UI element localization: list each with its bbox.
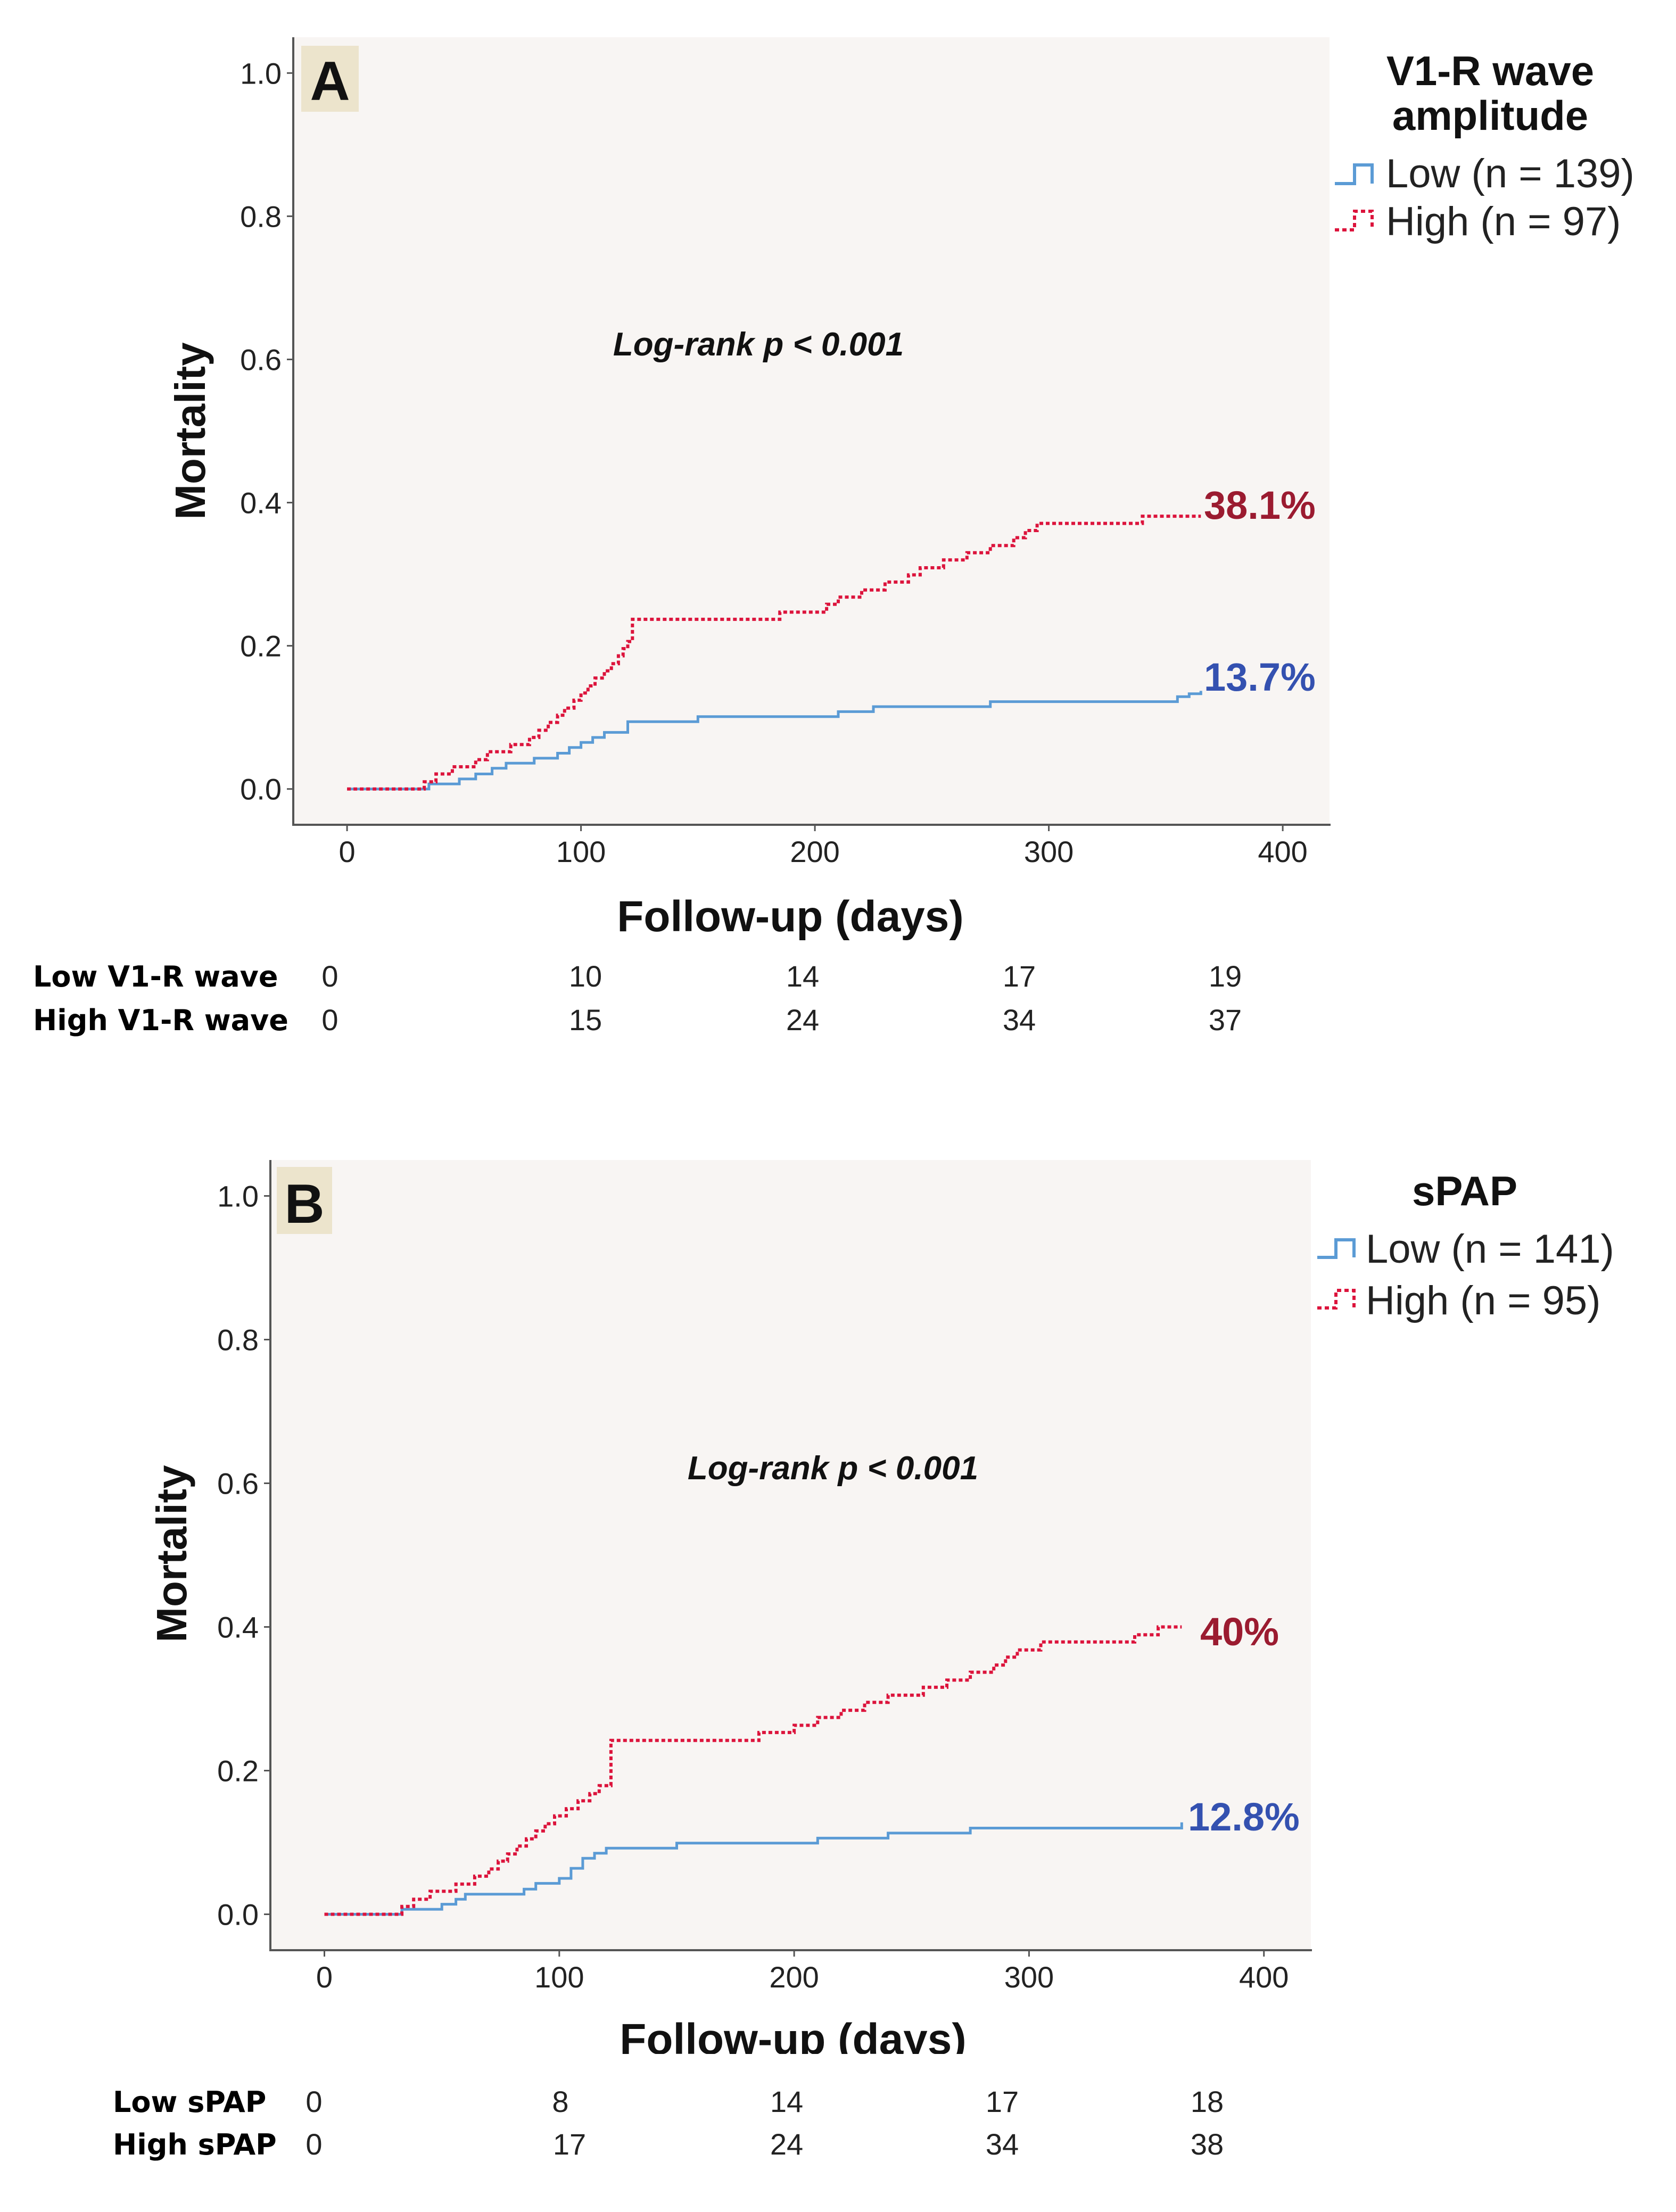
log-rank-annotation: Log-rank p < 0.001 xyxy=(688,1450,978,1487)
series-line-low xyxy=(324,1822,1183,1916)
risk-value: 38 xyxy=(1191,2127,1224,2161)
x-ticks: 0 100 200 300 400 xyxy=(316,1950,1289,1994)
panel-label: B xyxy=(284,1173,324,1235)
y-tick-label: 0.0 xyxy=(217,1898,259,1932)
x-tick-label: 0 xyxy=(339,835,356,868)
y-tick-label: 0.8 xyxy=(240,200,282,233)
risk-value: 15 xyxy=(569,1003,602,1037)
risk-row-low: 0 10 14 17 19 xyxy=(321,959,1242,993)
x-tick-label: 400 xyxy=(1239,1960,1289,1994)
x-tick-label: 400 xyxy=(1258,835,1307,868)
log-rank-annotation: Log-rank p < 0.001 xyxy=(613,326,904,363)
y-tick-label: 0.4 xyxy=(240,486,282,520)
risk-row-label: Low sPAP xyxy=(113,2085,266,2119)
panel-a: 0.0 0.2 0.4 0.6 0.8 1.0 0 100 200 300 400 A Log-r… xyxy=(167,37,1634,941)
series-lines xyxy=(324,1625,1183,1916)
risk-value: 0 xyxy=(321,1003,338,1037)
risk-value: 14 xyxy=(770,2085,803,2118)
y-tick-label: 0.2 xyxy=(217,1754,259,1788)
risk-row-high: 0 15 24 34 37 xyxy=(321,1003,1242,1037)
y-axis-label: Mortality xyxy=(148,1465,195,1643)
legend-title: V1-R wave amplitude xyxy=(1386,47,1594,139)
risk-value: 37 xyxy=(1209,1003,1242,1037)
y-tick-label: 0.4 xyxy=(217,1611,259,1644)
legend-swatch-low xyxy=(1317,1238,1356,1259)
plot-background xyxy=(293,37,1330,825)
legend-title: sPAP xyxy=(1412,1167,1517,1214)
panel-label-bg xyxy=(301,46,359,112)
panel-label: A xyxy=(310,51,350,112)
series-lines xyxy=(347,515,1202,791)
end-label-low: 13.7% xyxy=(1204,655,1316,699)
series-line-high xyxy=(324,1625,1182,1916)
end-label-high: 40% xyxy=(1200,1610,1279,1654)
risk-value: 34 xyxy=(1003,1003,1036,1037)
legend-entry-low: Low (n = 141) xyxy=(1366,1227,1614,1272)
risk-value: 18 xyxy=(1191,2085,1224,2118)
x-axis-label: Follow-up (days) xyxy=(617,892,963,941)
x-tick-label: 100 xyxy=(534,1960,584,1994)
end-label-high: 38.1% xyxy=(1204,483,1316,527)
x-tick-label: 300 xyxy=(1004,1960,1054,1994)
panel-label-bg xyxy=(277,1167,332,1234)
series-line-low xyxy=(347,691,1202,791)
y-tick-label: 1.0 xyxy=(240,56,282,90)
risk-value: 17 xyxy=(1003,959,1036,993)
y-ticks: 0.0 0.2 0.4 0.6 0.8 1.0 xyxy=(217,1180,270,1932)
risk-value: 17 xyxy=(986,2085,1019,2118)
series-line-high xyxy=(347,515,1201,791)
risk-value: 0 xyxy=(306,2127,322,2161)
x-tick-label: 0 xyxy=(316,1960,333,1994)
legend-swatch-high xyxy=(1317,1289,1356,1310)
plot-background xyxy=(270,1160,1311,1950)
legend-entry-high: High (n = 97) xyxy=(1386,199,1621,244)
x-tick-label: 300 xyxy=(1024,835,1074,868)
risk-row-label: Low V1-R wave xyxy=(33,960,278,993)
risk-value: 19 xyxy=(1209,959,1242,993)
risk-value: 10 xyxy=(569,959,602,993)
legend-swatch-high xyxy=(1335,210,1374,231)
risk-row-high: 0 17 24 34 38 xyxy=(306,2127,1224,2161)
legend-entry-low: Low (n = 139) xyxy=(1386,151,1634,196)
y-tick-label: 0.6 xyxy=(240,343,282,376)
x-axis-label: Follow-up (days) xyxy=(620,2015,966,2054)
risk-value: 24 xyxy=(786,1003,819,1037)
x-tick-label: 200 xyxy=(769,1960,819,1994)
legend: sPAP Low (n = 141) High (n = 95) xyxy=(1317,1167,1614,1323)
y-tick-label: 0.8 xyxy=(217,1323,259,1357)
risk-row-low: 0 8 14 17 18 xyxy=(306,2085,1224,2118)
risk-table-a: Low V1-R wave High V1-R wave 0 10 14 17 … xyxy=(33,959,1242,1037)
risk-value: 0 xyxy=(306,2085,322,2118)
risk-value: 8 xyxy=(552,2085,568,2118)
x-tick-label: 200 xyxy=(790,835,839,868)
risk-table-b: Low sPAP High sPAP 0 8 14 17 18 0 17 24 … xyxy=(113,2085,1224,2161)
risk-row-label: High V1-R wave xyxy=(33,1004,288,1037)
risk-value: 0 xyxy=(321,959,338,993)
y-axis-label: Mortality xyxy=(167,342,214,520)
x-tick-label: 100 xyxy=(556,835,606,868)
y-tick-label: 1.0 xyxy=(217,1180,259,1213)
y-tick-label: 0.0 xyxy=(240,773,282,806)
risk-value: 34 xyxy=(986,2127,1019,2161)
risk-value: 24 xyxy=(770,2127,803,2161)
y-tick-label: 0.2 xyxy=(240,629,282,663)
x-ticks: 0 100 200 300 400 xyxy=(339,825,1308,868)
risk-value: 17 xyxy=(553,2127,586,2161)
end-label-low: 12.8% xyxy=(1188,1795,1300,1839)
risk-row-label: High sPAP xyxy=(113,2128,277,2161)
legend-swatch-low xyxy=(1335,163,1374,185)
y-ticks: 0.0 0.2 0.4 0.6 0.8 1.0 xyxy=(240,56,293,806)
y-tick-label: 0.6 xyxy=(217,1467,259,1501)
legend-entry-high: High (n = 95) xyxy=(1366,1278,1600,1323)
legend: V1-R wave amplitude Low (n = 139) High (n… xyxy=(1335,47,1634,244)
risk-value: 14 xyxy=(786,959,819,993)
panel-b: 0.0 0.2 0.4 0.6 0.8 1.0 0 100 200 300 400 B Log-r… xyxy=(148,1160,1614,2054)
